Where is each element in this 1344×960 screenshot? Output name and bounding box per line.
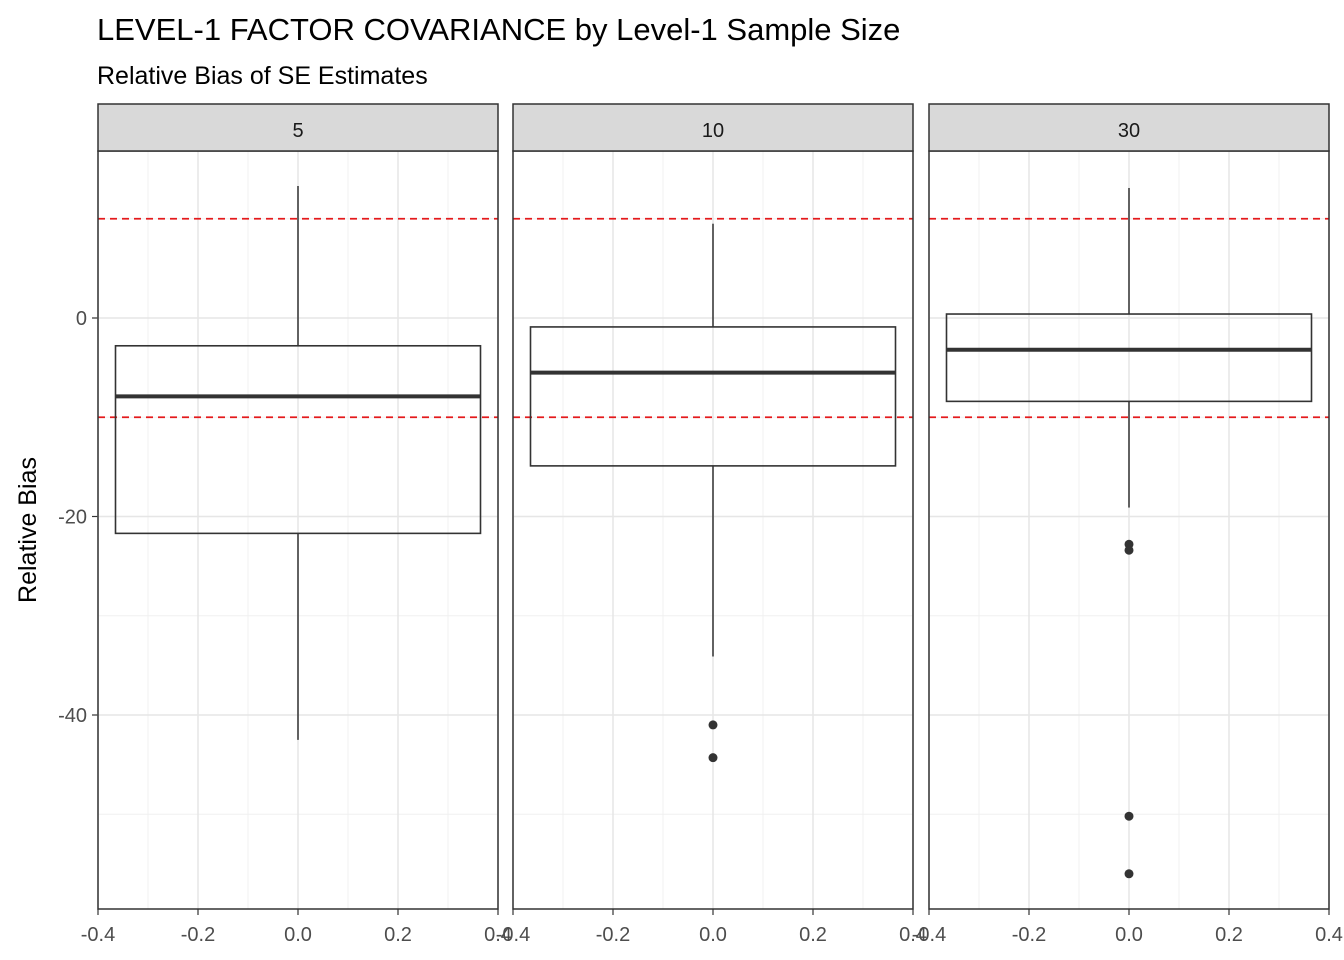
facet-strip-label: 30 xyxy=(1118,120,1140,142)
box xyxy=(529,326,897,467)
box xyxy=(945,313,1313,403)
x-tick-label: -0.4 xyxy=(912,924,946,946)
outlier-point xyxy=(708,753,718,763)
panel-30: 30 -0.4 -0.2 0.0 0.2 0.4 xyxy=(912,103,1343,946)
y-tick-label: -20 xyxy=(58,507,87,529)
panel-5: 5 -0.4 -0.2 0.0 0.2 0.4 xyxy=(81,103,512,946)
x-tick-label: 0.2 xyxy=(384,924,412,946)
y-axis-label: Relative Bias xyxy=(14,457,42,603)
y-tick-label: 0 xyxy=(76,308,87,330)
x-tick-label: -0.2 xyxy=(1012,924,1046,946)
x-tick-label: 0.2 xyxy=(799,924,827,946)
x-tick-label: 0.0 xyxy=(699,924,727,946)
x-tick-label: 0.0 xyxy=(284,924,312,946)
panel-10: 10 -0.4 -0.2 0.0 0.2 0.4 xyxy=(496,103,927,946)
outlier-point xyxy=(1124,545,1134,555)
facet-strip xyxy=(928,103,1330,152)
facet-strip xyxy=(97,103,499,152)
outlier-point xyxy=(708,720,718,730)
x-tick-label: -0.2 xyxy=(181,924,215,946)
x-tick-label: 0.2 xyxy=(1215,924,1243,946)
x-tick-label: -0.2 xyxy=(596,924,630,946)
facet-strip xyxy=(512,103,914,152)
facet-strip-label: 10 xyxy=(702,120,724,142)
x-tick-label: 0.4 xyxy=(1315,924,1343,946)
facet-strip-label: 5 xyxy=(292,120,303,142)
x-tick-label: 0.0 xyxy=(1115,924,1143,946)
chart-subtitle: Relative Bias of SE Estimates xyxy=(97,62,428,90)
x-tick-label: -0.4 xyxy=(81,924,115,946)
outlier-point xyxy=(1124,811,1134,821)
y-tick-label: -40 xyxy=(58,705,87,727)
panels-group: 0 -20 -40 5 -0.4 -0.2 0.0 0.2 0.4 10 -0.4 -0.2 0.0 0.… xyxy=(58,103,1343,946)
x-tick-label: 0.4 xyxy=(899,924,927,946)
x-tick-label: -0.4 xyxy=(496,924,530,946)
outlier-point xyxy=(1124,869,1134,879)
box xyxy=(114,344,482,535)
chart-title: LEVEL-1 FACTOR COVARIANCE by Level-1 Sam… xyxy=(97,12,900,47)
x-tick-label: 0.4 xyxy=(484,924,512,946)
